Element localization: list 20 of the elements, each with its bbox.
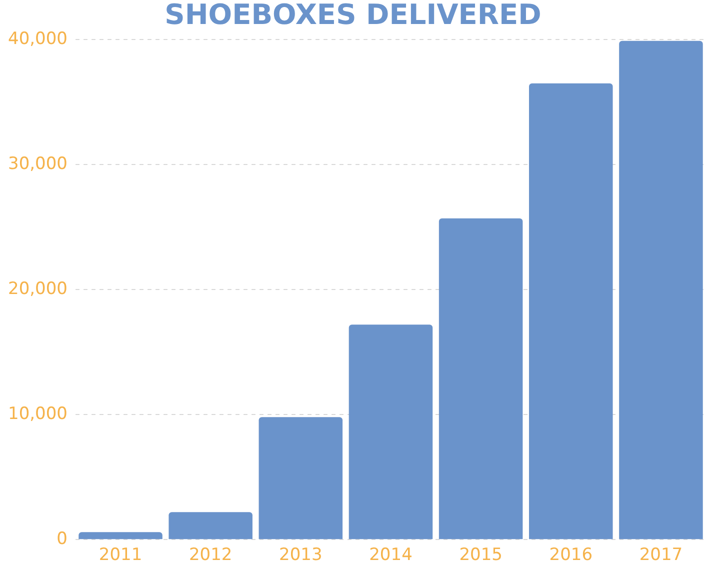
bar — [348, 324, 433, 540]
chart-title: SHOEBOXES DELIVERED — [164, 0, 542, 32]
x-tick-label: 2016 — [549, 545, 593, 566]
bar — [168, 512, 252, 540]
bar — [258, 417, 343, 540]
x-tick-label: 2013 — [279, 545, 322, 566]
y-tick-label: 20,000 — [8, 279, 68, 300]
bar — [529, 83, 613, 540]
x-tick-label: 2012 — [188, 545, 232, 566]
y-tick-label: 10,000 — [8, 404, 68, 424]
x-tick-label: 2015 — [459, 545, 502, 566]
y-tick-label: 0 — [56, 529, 68, 550]
bar — [619, 40, 703, 540]
x-tick-label: 2011 — [98, 545, 142, 566]
y-tick-label: 40,000 — [8, 29, 68, 50]
x-tick-label: 2017 — [639, 545, 683, 566]
bar — [78, 532, 162, 540]
y-tick-label: 30,000 — [8, 154, 68, 174]
bar — [438, 218, 523, 540]
x-tick-label: 2014 — [369, 545, 412, 566]
